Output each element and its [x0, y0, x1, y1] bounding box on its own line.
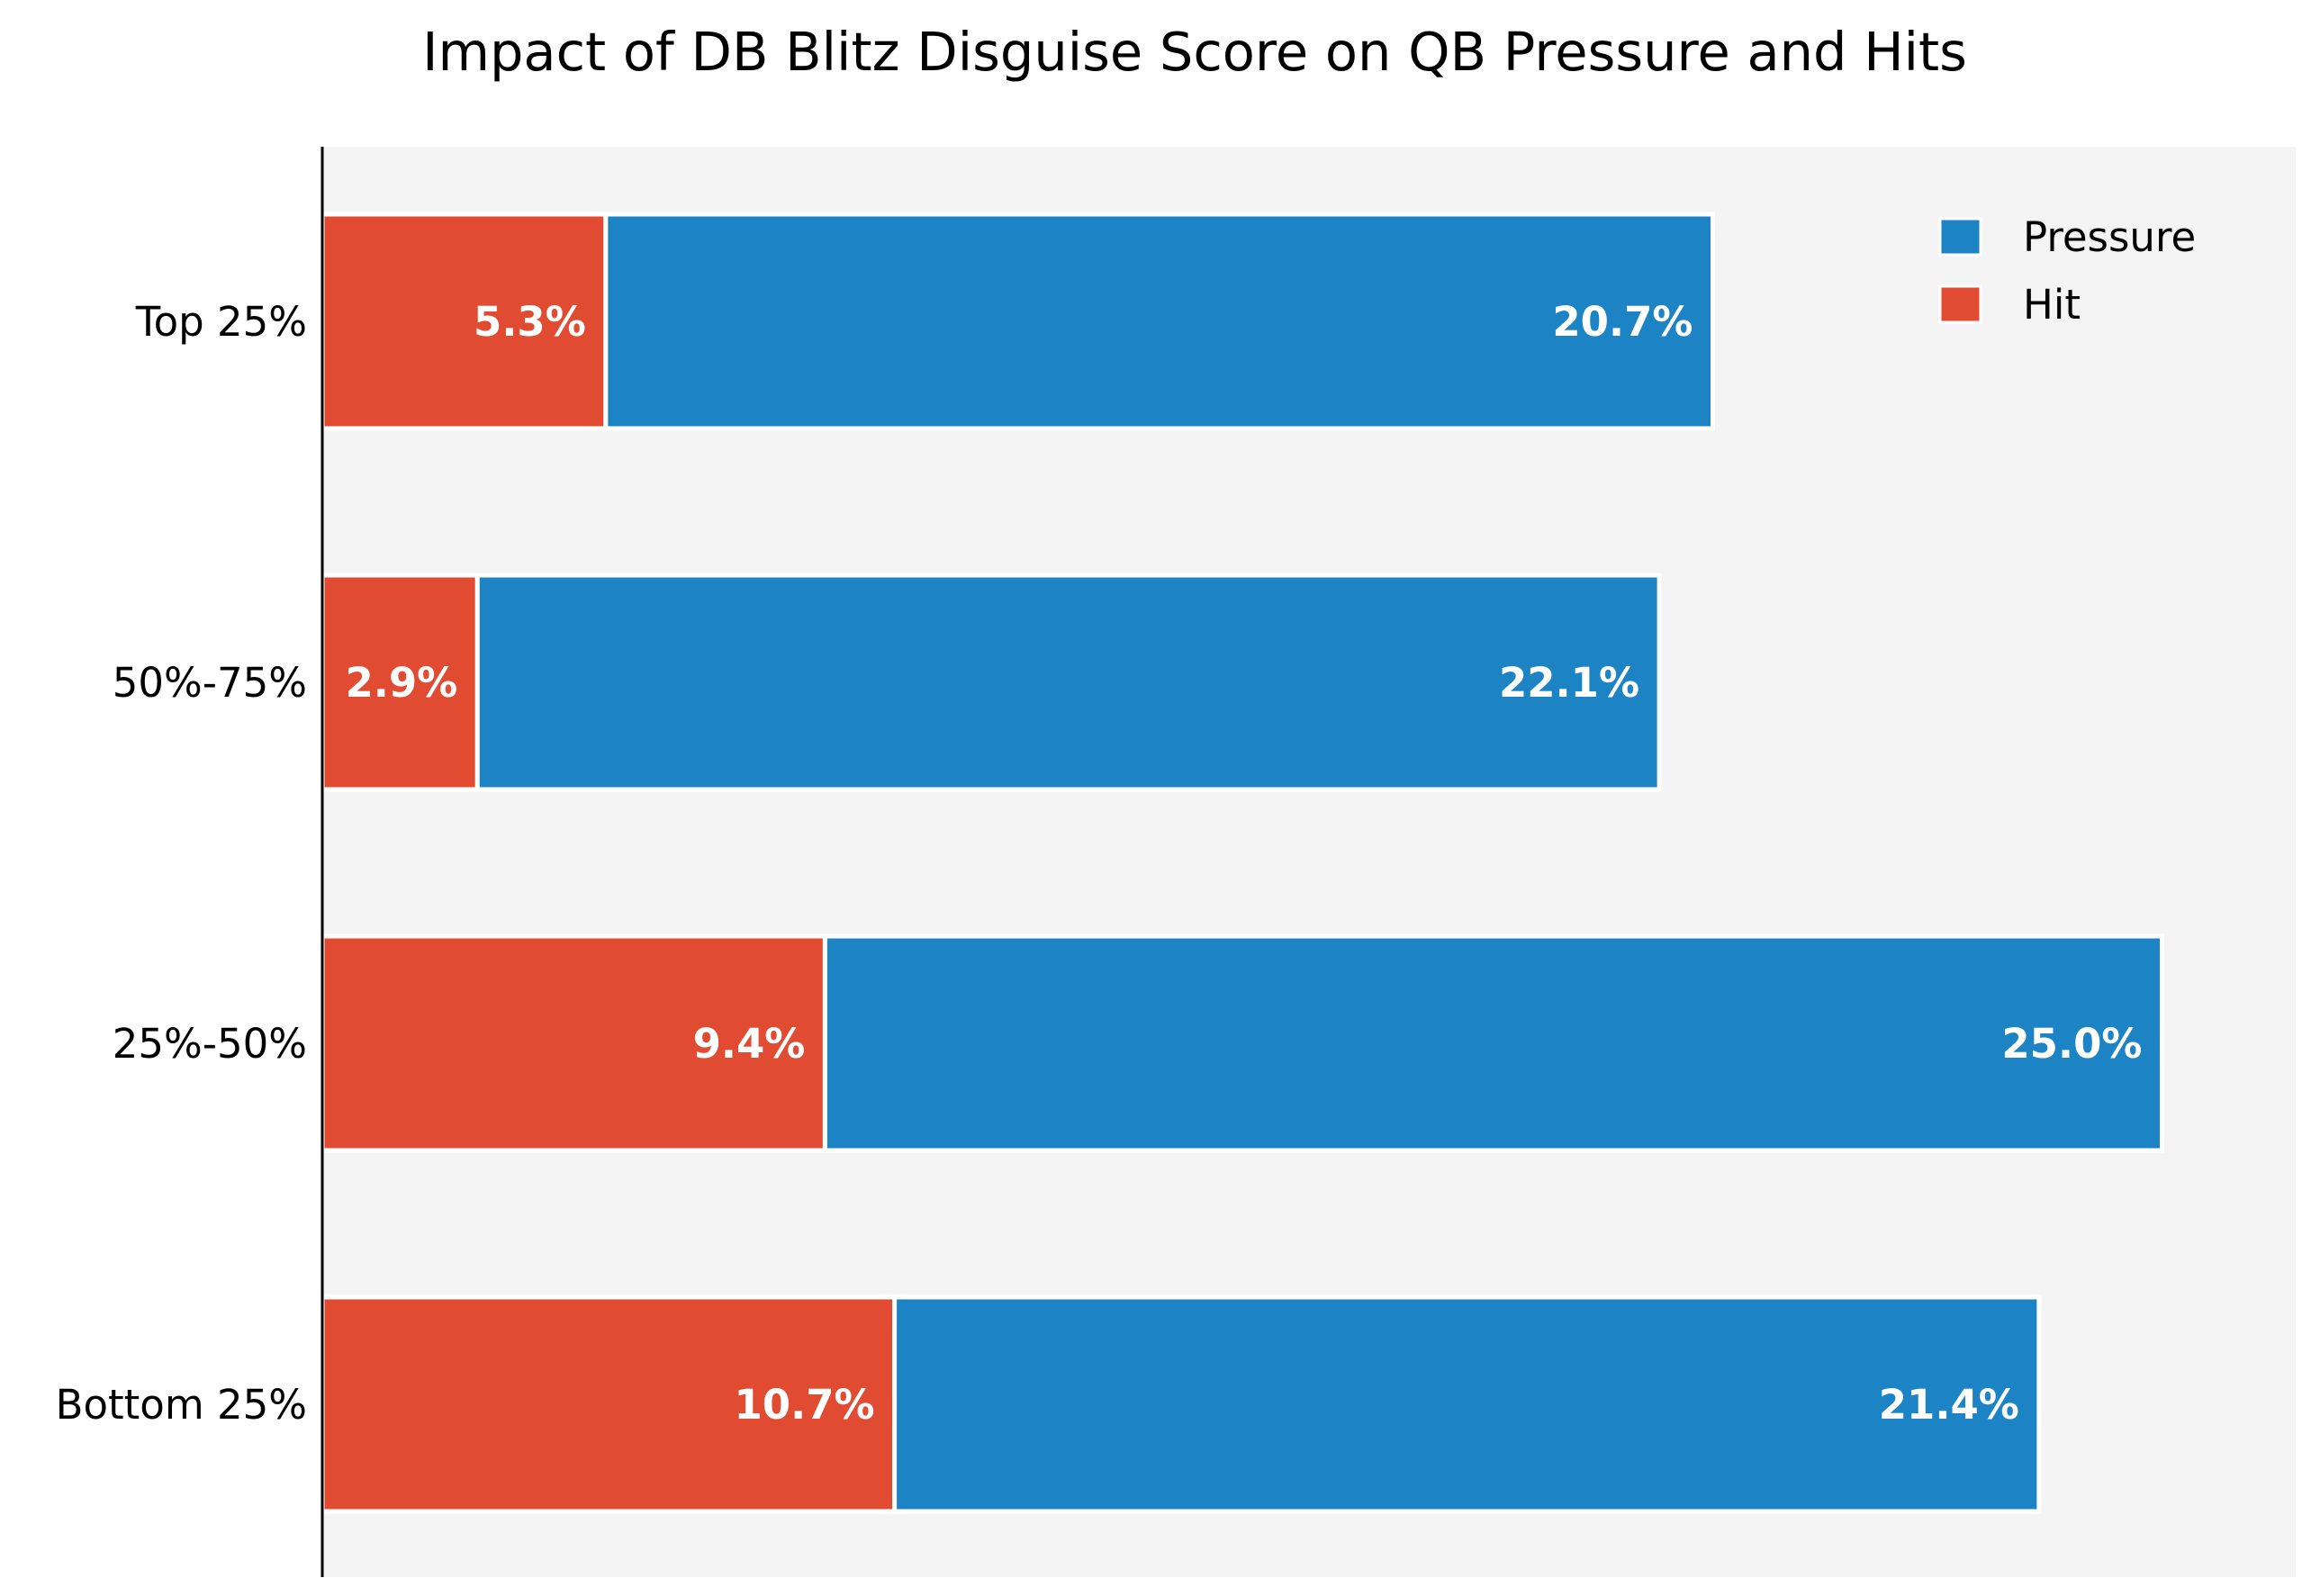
- chart-title: Impact of DB Blitz Disguise Score on QB …: [422, 21, 1967, 83]
- bar-hit: [320, 573, 480, 792]
- bar-label-hit: 9.4%: [693, 1020, 806, 1068]
- bar-label-hit: 2.9%: [345, 659, 457, 707]
- y-tick-labels: Top 25% 50%-75% 25%-50% Bottom 25%: [56, 298, 307, 1429]
- bar-hit: [320, 1294, 898, 1514]
- bar-pressure: [603, 212, 1715, 431]
- bar-label-pressure: 21.4%: [1879, 1381, 2019, 1429]
- bar-label-pressure: 22.1%: [1499, 659, 1639, 707]
- bar-label-hit: 5.3%: [474, 298, 586, 346]
- legend-swatch-pressure: [1938, 217, 1982, 257]
- bar-labels-layer: 5.3% 20.7% 2.9% 22.1% 9.4% 25.0% 10.7% 21.4%: [345, 298, 2142, 1429]
- legend-swatch-hit: [1938, 284, 1982, 324]
- y-tick-label: Top 25%: [135, 298, 307, 346]
- legend-label-pressure: Pressure: [2023, 213, 2196, 261]
- bar-label-pressure: 25.0%: [2001, 1020, 2142, 1068]
- y-tick-label: Bottom 25%: [56, 1381, 307, 1429]
- bar-hit: [320, 933, 827, 1153]
- legend: Pressure Hit: [1938, 213, 2196, 329]
- bar-label-pressure: 20.7%: [1552, 298, 1693, 346]
- y-tick-label: 50%-75%: [113, 659, 307, 707]
- bar-pressure: [474, 573, 1662, 792]
- bar-pressure: [892, 1294, 2042, 1514]
- legend-label-hit: Hit: [2023, 281, 2081, 329]
- y-tick-label: 25%-50%: [113, 1020, 307, 1068]
- bar-pressure: [822, 933, 2164, 1153]
- bar-hit: [320, 212, 609, 431]
- bar-label-hit: 10.7%: [734, 1381, 874, 1429]
- bars-layer: [320, 212, 2164, 1514]
